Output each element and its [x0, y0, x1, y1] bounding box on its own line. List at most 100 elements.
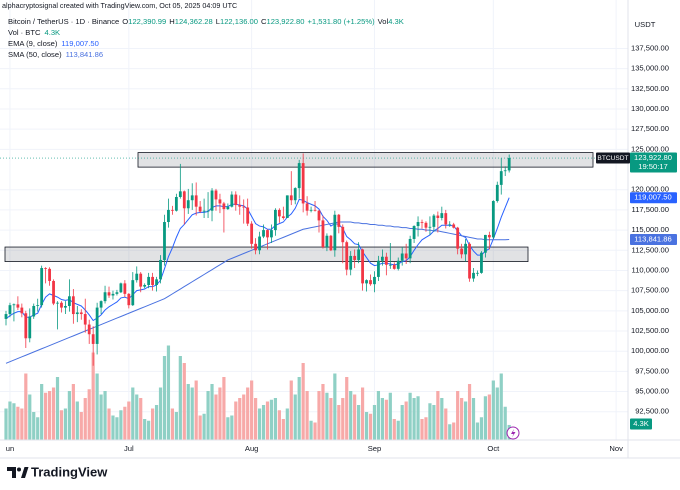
- volume-bar: [198, 415, 202, 440]
- candle-body: [171, 209, 174, 211]
- candle-body: [313, 209, 317, 211]
- candle-body: [476, 272, 479, 274]
- candle-body: [12, 304, 16, 306]
- countdown: 19:50:17: [638, 162, 668, 171]
- candle-body: [456, 227, 460, 249]
- candle-body: [119, 283, 123, 293]
- volume-bar: [257, 408, 262, 440]
- volume-bar: [127, 401, 131, 440]
- tradingview-logo[interactable]: TradingView: [7, 464, 108, 479]
- currency-label[interactable]: USDT: [635, 20, 656, 29]
- candle-body: [345, 242, 349, 270]
- indicator-line: [5, 197, 510, 322]
- y-tick-label: 125,000.00: [631, 144, 669, 153]
- candle-body: [297, 163, 301, 189]
- ohlc-value: 122,390.99: [128, 17, 166, 26]
- candle-body: [190, 195, 194, 201]
- replay-icon[interactable]: [506, 426, 520, 440]
- candle-body: [91, 334, 95, 344]
- ohlc-value: 123,922.80: [266, 17, 304, 26]
- volume-bar: [333, 373, 337, 440]
- volume-bar: [452, 422, 456, 440]
- candle-body: [353, 255, 357, 260]
- candle-body: [491, 201, 495, 238]
- volume-bar: [396, 420, 400, 440]
- candle-body: [428, 226, 432, 228]
- candle-body: [218, 199, 222, 204]
- x-tick-label: Nov: [609, 444, 623, 453]
- candle-body: [147, 276, 151, 285]
- volume-bar: [471, 398, 476, 440]
- volume-bar: [51, 387, 56, 440]
- volume-bar: [202, 413, 206, 440]
- candle-body: [254, 243, 258, 251]
- volume-bar: [261, 405, 266, 440]
- volume-legend: Vol · BTC 4.3K: [8, 28, 60, 37]
- candle-body: [67, 296, 71, 306]
- volume-bar: [162, 356, 167, 440]
- volume-bar: [345, 377, 349, 440]
- volume-bar: [178, 356, 182, 440]
- volume-bar: [230, 415, 234, 440]
- volume-bar: [467, 384, 472, 440]
- volume-bar: [487, 394, 491, 440]
- candle-body: [373, 276, 376, 285]
- candle-body: [270, 230, 273, 238]
- y-tick-label: 97,500.00: [635, 366, 669, 375]
- candle-body: [20, 307, 24, 314]
- volume-bar: [412, 398, 416, 440]
- candle-body: [281, 216, 285, 218]
- volume-bar: [428, 403, 432, 440]
- candle-body: [79, 312, 83, 315]
- candle-body: [194, 195, 198, 207]
- ohlc-value: 122,136.00: [220, 17, 258, 26]
- candle-body: [103, 292, 107, 302]
- volume-bar: [360, 387, 365, 440]
- volume-bar: [400, 405, 404, 440]
- candle-body: [369, 280, 372, 285]
- candle-body: [274, 209, 277, 231]
- symbol-tag-bg: [596, 152, 630, 164]
- candle-body: [396, 260, 400, 269]
- volume-bar: [349, 391, 353, 440]
- volume-bar: [277, 410, 281, 440]
- candle-body: [408, 238, 412, 259]
- ohlc-key: O: [122, 17, 128, 26]
- volume-bar: [218, 387, 222, 440]
- candle-body: [230, 194, 234, 207]
- candle-body: [131, 280, 135, 306]
- candle-body: [452, 224, 456, 228]
- volume-bar: [79, 412, 83, 440]
- volume-bar: [301, 363, 305, 440]
- volume-bar: [456, 391, 460, 440]
- watermark: alphacryptosignal created with TradingVi…: [2, 1, 237, 10]
- volume-bar: [55, 377, 60, 440]
- indicator-badge-bg: [630, 192, 677, 204]
- candle-body: [357, 249, 361, 260]
- candle-body: [341, 226, 345, 243]
- logo-mark: [21, 467, 29, 478]
- volume-name: Vol · BTC: [8, 28, 41, 37]
- indicator-badge-label: 113,841.86: [634, 234, 671, 243]
- volume-bar: [182, 363, 186, 440]
- volume-bar: [154, 405, 159, 440]
- candle-body: [226, 206, 230, 210]
- y-tick-label: 107,500.00: [631, 286, 669, 295]
- volume-bar: [254, 398, 258, 440]
- indicator-badge-bg: [630, 233, 677, 245]
- volume-bar: [139, 398, 143, 440]
- ema-legend: EMA (9, close) 119,007.50: [8, 39, 99, 48]
- candle-body: [277, 209, 281, 217]
- volume-bar: [16, 406, 20, 440]
- volume-bar: [147, 420, 151, 440]
- candle-body: [495, 184, 499, 202]
- volume-bar: [150, 408, 155, 440]
- candle-body: [242, 206, 246, 208]
- candle-body: [234, 194, 238, 206]
- candle-body: [64, 305, 67, 308]
- volume-bar: [444, 408, 448, 440]
- volume-bar: [388, 392, 392, 440]
- y-tick-label: 132,500.00: [631, 84, 669, 93]
- volume-bar: [269, 399, 274, 440]
- volume-bar: [190, 387, 194, 440]
